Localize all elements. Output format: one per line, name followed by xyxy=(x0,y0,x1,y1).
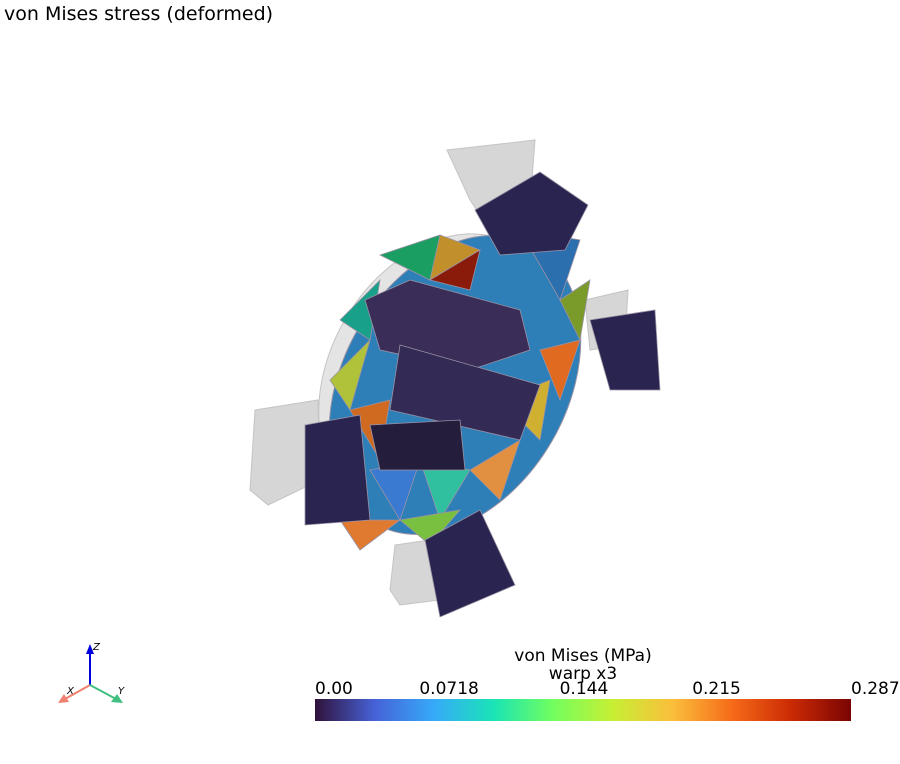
x-axis xyxy=(64,684,91,700)
axes-widget: Z X Y xyxy=(58,642,125,703)
colorbar-gradient xyxy=(315,699,851,721)
colorbar-subtitle: warp x3 xyxy=(549,664,617,684)
y-axis xyxy=(89,684,117,700)
z-arrow xyxy=(86,644,94,654)
title: von Mises stress (deformed) xyxy=(4,3,273,25)
colorbar-tick-label: 0.00 xyxy=(315,679,353,699)
colorbar-title: von Mises (MPa) xyxy=(514,646,651,666)
colorbar-tick-label: 0.0718 xyxy=(419,679,478,699)
x-label: X xyxy=(66,686,75,697)
x-arrow xyxy=(58,694,69,703)
y-arrow xyxy=(111,694,123,703)
y-label: Y xyxy=(118,686,125,697)
z-label: Z xyxy=(92,642,101,653)
colorbar-tick-label: 0.144 xyxy=(560,679,609,699)
colorbar-tick-label: 0.287 xyxy=(851,679,900,699)
mesh-render xyxy=(249,139,661,618)
colorbar: von Mises (MPa) warp x3 0.00 0.0718 0.144 0… xyxy=(315,646,900,721)
colorbar-tick-label: 0.215 xyxy=(692,679,741,699)
